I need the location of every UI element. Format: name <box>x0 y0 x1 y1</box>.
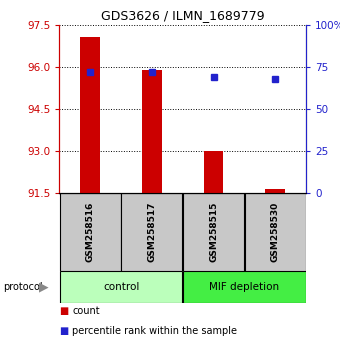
Bar <box>81 38 100 193</box>
Text: percentile rank within the sample: percentile rank within the sample <box>72 326 237 336</box>
Bar <box>60 271 183 303</box>
Text: ■: ■ <box>59 326 69 336</box>
Text: ■: ■ <box>59 306 69 316</box>
Bar <box>265 189 285 193</box>
Text: GSM258517: GSM258517 <box>148 202 156 262</box>
Text: GSM258515: GSM258515 <box>209 202 218 262</box>
Text: count: count <box>72 306 100 316</box>
Bar <box>60 193 121 271</box>
Text: GSM258530: GSM258530 <box>271 202 280 262</box>
Bar <box>183 271 306 303</box>
Title: GDS3626 / ILMN_1689779: GDS3626 / ILMN_1689779 <box>101 9 265 22</box>
Bar <box>245 193 306 271</box>
Bar <box>142 70 162 193</box>
Text: GSM258516: GSM258516 <box>86 202 95 262</box>
Text: ▶: ▶ <box>39 280 49 293</box>
Text: protocol: protocol <box>3 282 43 292</box>
Bar <box>204 151 223 193</box>
Text: control: control <box>103 282 139 292</box>
Bar <box>121 193 183 271</box>
Bar <box>183 193 244 271</box>
Text: MIF depletion: MIF depletion <box>209 282 279 292</box>
